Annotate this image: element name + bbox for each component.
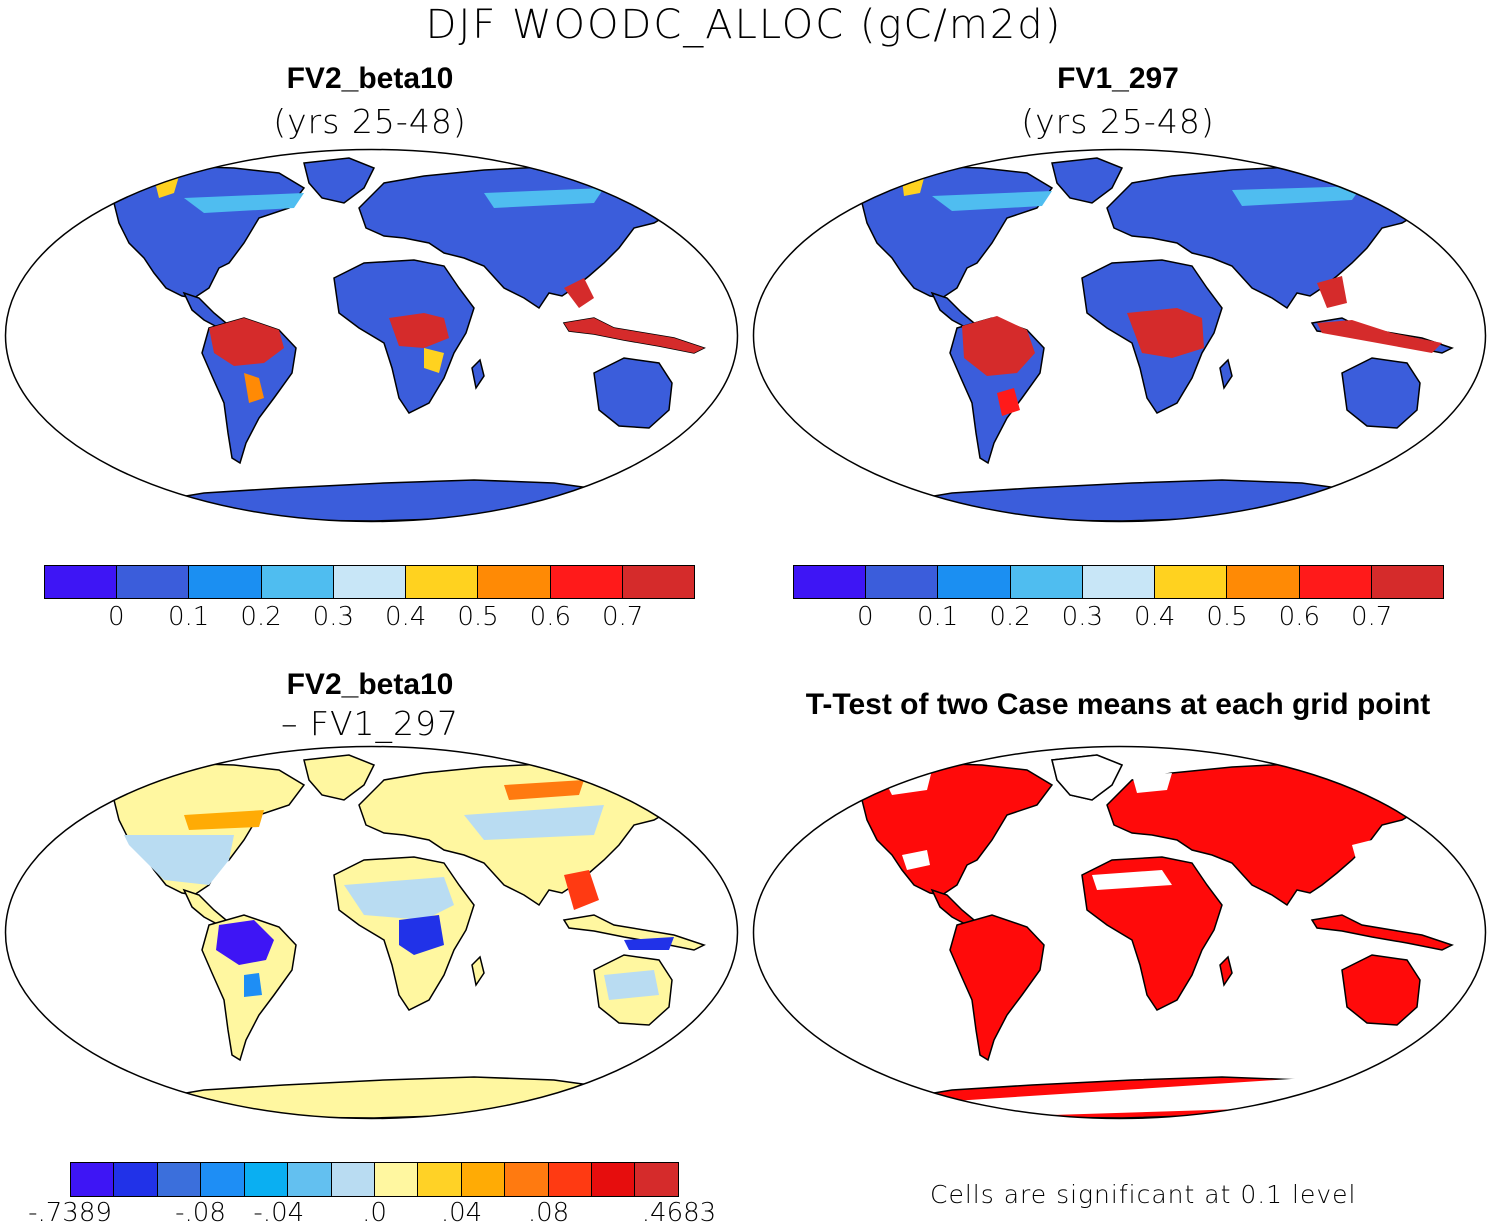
colorbar-fv2 <box>44 565 695 599</box>
colorbar-tick-label: -.08 <box>175 1198 226 1228</box>
colorbar-tick-label: 0.3 <box>1061 602 1104 632</box>
map-fv2 <box>4 148 739 523</box>
colorbar-swatch <box>1371 566 1443 598</box>
colorbar-swatch <box>461 1163 506 1196</box>
colorbar-tick-label: -.7389 <box>28 1198 112 1228</box>
colorbar-swatch <box>1299 566 1372 598</box>
colorbar-tick-label: 0.6 <box>1278 602 1321 632</box>
colorbar-tick-label: 0.5 <box>1206 602 1248 632</box>
colorbar-swatch <box>331 1163 375 1196</box>
colorbar-tick-label: 0.7 <box>1350 602 1393 632</box>
colorbar-swatch <box>938 566 1011 598</box>
map-ttest <box>752 745 1487 1120</box>
colorbar-swatch <box>794 566 867 598</box>
colorbar-swatch <box>45 566 118 598</box>
panel-diff-subtitle: – FV1_297 <box>280 704 460 743</box>
panel-fv2-subtitle: (yrs 25-48) <box>273 102 467 141</box>
colorbar-tick-label: 0.4 <box>384 602 427 632</box>
colorbar-tick-label: .4683 <box>641 1198 717 1228</box>
colorbar-swatch <box>71 1163 115 1196</box>
colorbar-tick-label: .04 <box>440 1198 483 1228</box>
colorbar-swatch <box>866 566 939 598</box>
panel-fv1-subtitle: (yrs 25-48) <box>1021 102 1215 141</box>
map-diff <box>4 745 739 1120</box>
colorbar-swatch <box>114 1163 158 1196</box>
colorbar-tick-label: 0.1 <box>167 602 210 632</box>
colorbar-swatch <box>1010 566 1083 598</box>
colorbar-swatch <box>505 1163 549 1196</box>
colorbar-tick-label: 0.3 <box>312 602 355 632</box>
colorbar-tick-label: 0.6 <box>529 602 572 632</box>
significance-note: Cells are significant at 0.1 level <box>930 1180 1357 1209</box>
colorbar-tick-label: .0 <box>362 1198 387 1228</box>
colorbar-swatch <box>592 1163 636 1196</box>
colorbar-swatch <box>550 566 623 598</box>
colorbar-swatch <box>333 566 407 598</box>
colorbar-tick-label: 0.4 <box>1133 602 1176 632</box>
colorbar-swatch <box>1155 566 1228 598</box>
colorbar-swatch <box>635 1163 678 1196</box>
colorbar-swatch <box>478 566 551 598</box>
colorbar-fv1 <box>793 565 1444 599</box>
map-fv1 <box>752 148 1487 523</box>
colorbar-swatch <box>244 1163 289 1196</box>
colorbar-swatch <box>189 566 262 598</box>
colorbar-swatch <box>418 1163 462 1196</box>
panel-fv2-title: FV2_beta10 <box>286 62 454 95</box>
figure-title: DJF WOODC_ALLOC (gC/m2d) <box>425 2 1063 48</box>
colorbar-tick-label: 0.1 <box>916 602 959 632</box>
colorbar-swatch <box>548 1163 593 1196</box>
colorbar-swatch <box>1082 566 1156 598</box>
colorbar-diff <box>70 1162 679 1197</box>
colorbar-swatch <box>374 1163 419 1196</box>
colorbar-swatch <box>157 1163 202 1196</box>
panel-fv1-title: FV1_297 <box>1057 62 1179 95</box>
colorbar-swatch <box>406 566 479 598</box>
colorbar-tick-label: 0.2 <box>240 602 282 632</box>
colorbar-tick-label: -.04 <box>253 1198 305 1228</box>
colorbar-swatch <box>288 1163 332 1196</box>
colorbar-tick-label: 0 <box>857 602 874 632</box>
colorbar-tick-label: 0.2 <box>989 602 1031 632</box>
colorbar-swatch <box>622 566 694 598</box>
colorbar-swatch <box>261 566 334 598</box>
panel-ttest-title: T-Test of two Case means at each grid po… <box>805 688 1431 721</box>
colorbar-swatch <box>201 1163 245 1196</box>
colorbar-tick-label: 0 <box>108 602 125 632</box>
colorbar-tick-label: 0.7 <box>601 602 644 632</box>
colorbar-tick-label: .08 <box>527 1198 570 1228</box>
colorbar-swatch <box>117 566 190 598</box>
colorbar-tick-label: 0.5 <box>457 602 499 632</box>
panel-diff-title: FV2_beta10 <box>286 668 454 701</box>
colorbar-swatch <box>1227 566 1300 598</box>
